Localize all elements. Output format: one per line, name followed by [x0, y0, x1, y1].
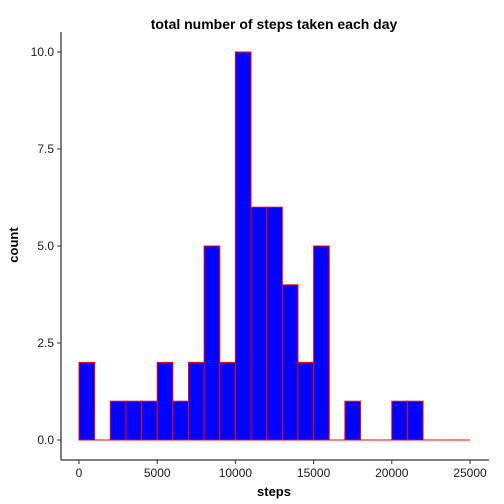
- y-ticks-group: 0.0 2.5 5.0 7.5 10.0: [31, 45, 61, 447]
- histogram-bar: [172, 400, 189, 441]
- y-tick-label: 7.5: [37, 142, 54, 156]
- histogram-bar: [391, 400, 408, 441]
- x-tick-label: 0: [76, 466, 83, 480]
- y-tick-label: 10.0: [31, 45, 55, 59]
- histogram-bar: [78, 361, 96, 441]
- y-tick-label: 0.0: [37, 433, 54, 447]
- histogram-bar: [156, 361, 174, 441]
- x-axis-title: steps: [257, 484, 291, 499]
- bars-group: [78, 51, 470, 441]
- histogram-bar: [109, 400, 127, 441]
- histogram-bar: [234, 51, 252, 441]
- y-tick-label: 2.5: [37, 336, 54, 350]
- x-tick-label: 10000: [219, 466, 253, 480]
- x-tick-label: 20000: [375, 466, 409, 480]
- y-tick-label: 5.0: [37, 239, 54, 253]
- histogram-bar: [406, 400, 424, 441]
- histogram-bar: [344, 400, 362, 441]
- histogram-bar: [266, 206, 283, 441]
- histogram-bar: [141, 400, 158, 441]
- histogram-bar: [313, 245, 330, 441]
- x-tick-label: 25000: [453, 466, 487, 480]
- histogram-bar: [187, 361, 205, 441]
- histogram-bar: [250, 206, 268, 441]
- histogram-bar: [203, 245, 221, 441]
- x-tick-label: 15000: [297, 466, 331, 480]
- histogram-bar: [125, 400, 143, 441]
- x-tick-label: 5000: [144, 466, 171, 480]
- histogram-bar: [297, 361, 315, 441]
- y-axis-title: count: [6, 227, 21, 263]
- histogram-bar: [219, 361, 236, 441]
- x-ticks-group: 0 5000 10000 15000 20000 25000: [76, 460, 487, 480]
- histogram-bar: [281, 284, 299, 441]
- chart-title: total number of steps taken each day: [151, 16, 398, 32]
